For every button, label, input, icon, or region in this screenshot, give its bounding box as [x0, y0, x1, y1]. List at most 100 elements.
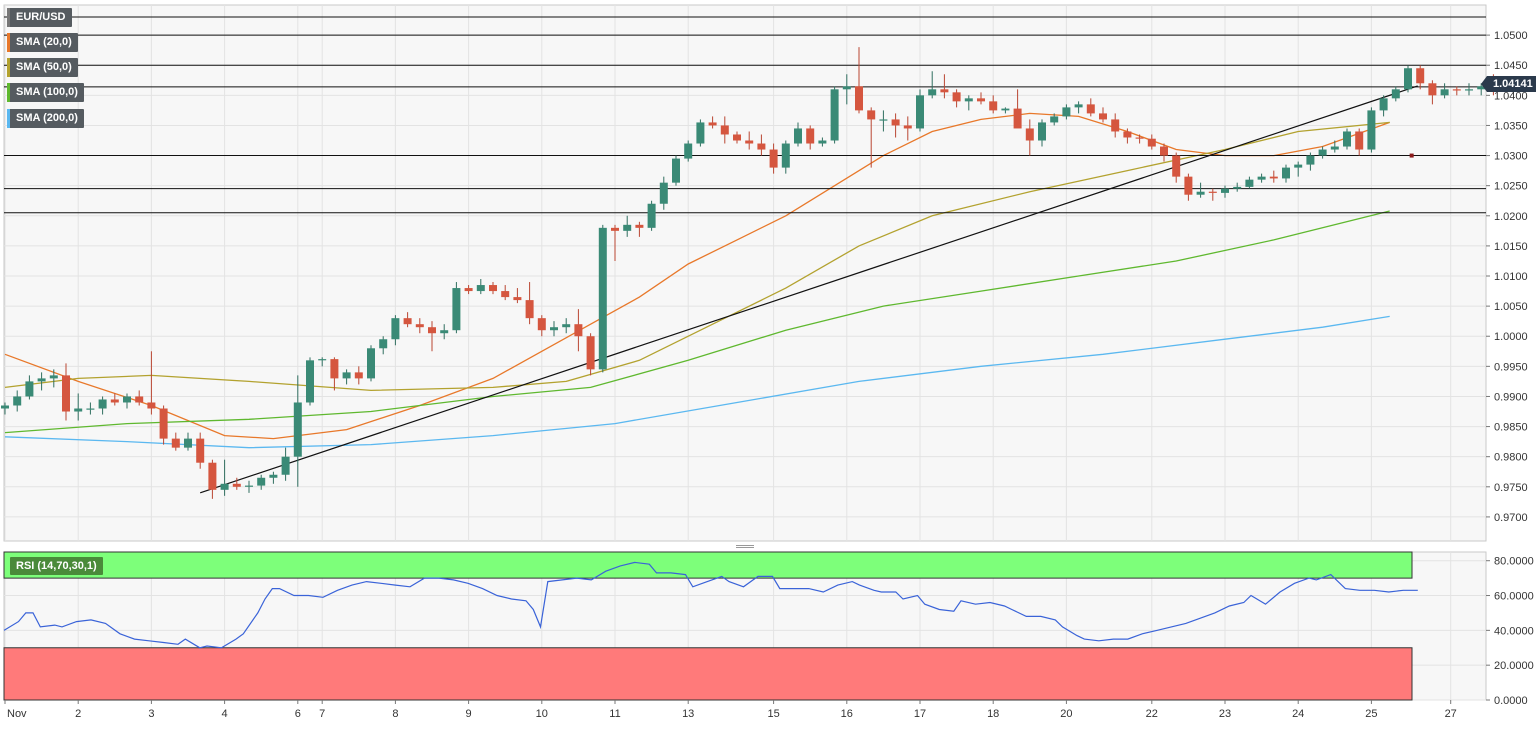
candle-body — [110, 399, 119, 403]
candle-body — [220, 483, 229, 490]
price-tick-label: 1.0400 — [1494, 90, 1528, 102]
sma-line — [4, 121, 1390, 392]
time-axis-ticks: Nov 2 3 4 6 7 8 9 10 11 13 15 16 17 18 20 22 23 24 25 27 — [4, 700, 1457, 720]
candle-body — [855, 86, 863, 111]
candle-body — [1257, 176, 1266, 180]
price-tick-label: 1.0450 — [1494, 60, 1528, 72]
rsi-tick-label: 60.0000 — [1494, 591, 1534, 603]
legend-sma200[interactable]: SMA (200,0) — [7, 109, 84, 128]
candle-body — [318, 359, 327, 361]
candle-body — [293, 402, 302, 457]
candle-body — [330, 359, 339, 379]
time-tick-label: 10 — [536, 708, 548, 720]
candle-body — [977, 98, 985, 102]
candle-body — [891, 119, 900, 126]
candle-body — [1294, 164, 1303, 168]
candle-body — [257, 477, 266, 486]
candle-body — [159, 408, 168, 439]
candle-body — [415, 324, 424, 328]
price-tick-label: 0.9950 — [1494, 361, 1528, 373]
candle-body — [1379, 98, 1388, 111]
price-tick-label: 1.0050 — [1494, 301, 1528, 313]
candle-body — [745, 140, 754, 144]
candle-body — [464, 288, 473, 292]
legend-sma200-label: SMA (200,0) — [16, 112, 78, 124]
candle-body — [135, 396, 144, 403]
candle-body — [916, 95, 924, 129]
price-tick-label: 1.0100 — [1494, 271, 1528, 283]
rsi-tick-label: 20.0000 — [1494, 660, 1534, 672]
time-tick-label: 4 — [222, 708, 228, 720]
price-tick-label: 0.9750 — [1494, 482, 1528, 494]
candle-body — [1038, 122, 1046, 141]
sma-line — [4, 315, 1390, 449]
time-tick-label: 13 — [682, 708, 694, 720]
candle-body — [245, 485, 253, 487]
candle-body — [1147, 138, 1156, 147]
candle-body — [147, 402, 156, 409]
price-tick-label: 0.9900 — [1494, 391, 1528, 403]
candle-body — [562, 324, 571, 328]
time-tick-label: 25 — [1365, 708, 1377, 720]
candle-body — [940, 89, 949, 93]
legend-sma100[interactable]: SMA (100,0) — [7, 83, 84, 102]
candle-body — [1184, 176, 1193, 195]
trendline-layer — [200, 85, 1418, 494]
candle-body — [842, 86, 851, 90]
time-tick-label: 8 — [392, 708, 398, 720]
time-tick-label: 9 — [466, 708, 472, 720]
candle-body — [1013, 108, 1022, 129]
candle-body — [733, 134, 741, 141]
candle-body — [1196, 191, 1205, 195]
candle-body — [879, 119, 888, 121]
candle-body — [537, 318, 546, 331]
candle-body — [1355, 131, 1364, 150]
candle-body — [1208, 191, 1217, 193]
candle-body — [62, 375, 70, 412]
time-tick-label: 11 — [609, 708, 620, 720]
candle-body — [501, 291, 510, 298]
candle-body — [74, 408, 83, 412]
candle-body — [452, 288, 461, 331]
candle-body — [354, 372, 363, 379]
candle-body — [1428, 83, 1437, 96]
candle-body — [525, 300, 534, 319]
candle-body — [208, 462, 217, 490]
candle-body — [1111, 119, 1120, 132]
rsi-label[interactable]: RSI (14,70,30,1) — [10, 557, 103, 575]
candle-body — [598, 227, 607, 370]
candle-body — [171, 438, 180, 448]
candle-body — [1330, 146, 1339, 150]
candle-body — [635, 224, 644, 228]
candle-body — [1391, 89, 1400, 99]
legend-sma20[interactable]: SMA (20,0) — [7, 33, 78, 52]
candle-body — [379, 339, 388, 349]
candle-body — [13, 396, 22, 406]
sma-line — [4, 112, 1390, 440]
symbol-label[interactable]: EUR/USD — [7, 8, 72, 27]
candle-body — [1282, 167, 1290, 179]
candle-body — [196, 438, 205, 463]
price-tick-label: 0.9800 — [1494, 452, 1528, 464]
panel-resize-handle[interactable] — [736, 545, 754, 552]
candle-body — [513, 297, 522, 301]
candle-body — [306, 360, 314, 403]
sma200-swatch — [7, 109, 10, 128]
rsi-line-layer — [3, 561, 1418, 649]
price-axis-ticks: 1.0500 1.0450 1.0400 1.0350 1.0300 1.0250 1.02… — [1486, 30, 1528, 524]
rsi-tick-label: 40.0000 — [1494, 625, 1534, 637]
sma50-swatch — [7, 58, 10, 77]
candle-body — [1001, 108, 1010, 111]
price-tick-label: 1.0300 — [1494, 151, 1528, 163]
candle-body — [1160, 146, 1168, 156]
candle-body — [623, 224, 632, 231]
price-tick-label: 1.0500 — [1494, 30, 1528, 42]
candle-body — [830, 89, 839, 141]
candle-body — [489, 285, 497, 292]
price-tick-label: 0.9850 — [1494, 422, 1528, 434]
legend-sma50[interactable]: SMA (50,0) — [7, 58, 78, 77]
candle-body — [184, 438, 192, 448]
sma-line — [4, 210, 1390, 434]
